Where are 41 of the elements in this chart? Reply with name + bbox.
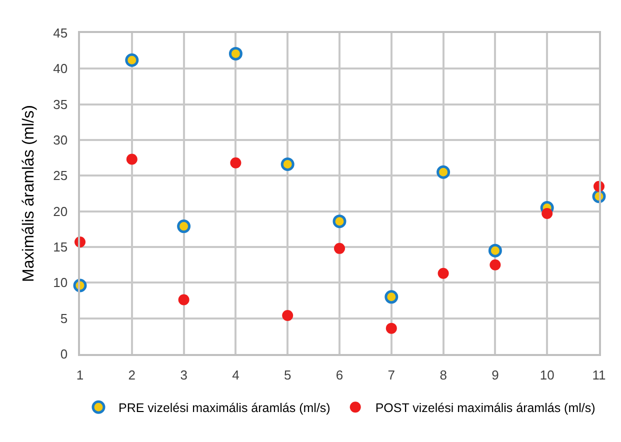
point [488, 244, 502, 258]
x-tick-label: 10 [540, 367, 554, 382]
point [230, 157, 242, 168]
x-tick-label: 11 [592, 367, 606, 382]
y-tick-label: 25 [53, 168, 68, 184]
x-tick-label: 9 [492, 367, 499, 382]
legend-label: PRE vizelési maximális áramlás (ml/s) [118, 401, 330, 416]
point [228, 46, 242, 60]
point [436, 165, 450, 179]
point [125, 53, 139, 67]
point [542, 208, 553, 219]
point [490, 259, 501, 270]
y-tick-label: 40 [53, 61, 68, 76]
x-tick-label: 6 [336, 367, 344, 382]
point [177, 220, 191, 234]
y-tick-label: 5 [60, 310, 68, 326]
x-tick-label: 8 [440, 367, 447, 382]
point [384, 290, 398, 304]
point [282, 310, 294, 321]
point [438, 268, 449, 279]
point [126, 154, 138, 165]
y-tick-label: 0 [60, 346, 68, 362]
point [332, 214, 346, 228]
point [334, 242, 345, 254]
x-tick-label: 4 [232, 367, 240, 382]
y-tick-label: 15 [53, 240, 68, 255]
x-tick-label: 1 [76, 367, 84, 382]
x-tick-label: 7 [388, 367, 396, 382]
y-tick-label: 10 [53, 275, 68, 290]
y-tick-label: 45 [53, 26, 68, 41]
legend-label: POST vizelési maximális áramlás (ml/s) [375, 401, 596, 416]
point [178, 294, 190, 306]
y-tick-label: 35 [53, 96, 68, 112]
x-tick-label: 2 [128, 367, 136, 382]
x-tick-label: 3 [180, 367, 188, 382]
point [386, 322, 397, 334]
y-tick-label: 30 [53, 132, 68, 148]
y-tick-label: 20 [53, 204, 68, 219]
y-axis-title: Maximális áramlás (ml/s) [20, 105, 38, 282]
x-tick-label: 5 [284, 367, 292, 382]
point [280, 158, 294, 171]
